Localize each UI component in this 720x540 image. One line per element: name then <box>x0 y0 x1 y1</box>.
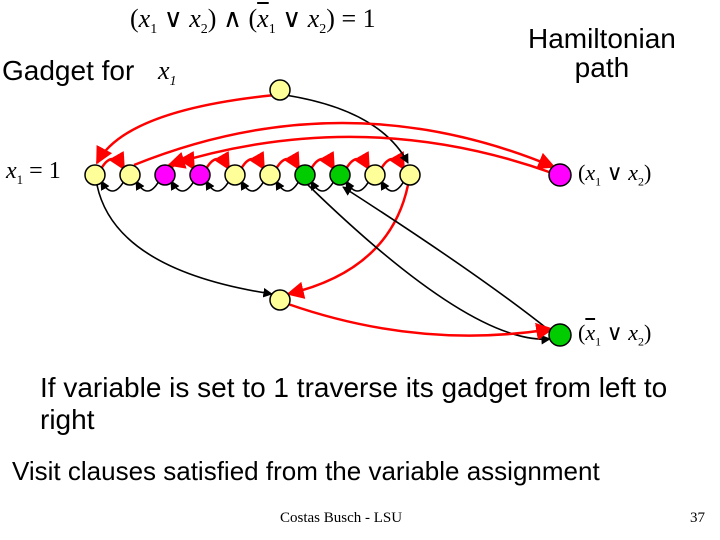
graph-edge <box>276 159 299 169</box>
graph-edge <box>101 181 124 191</box>
diagram-svg <box>0 0 720 540</box>
graph-edge <box>171 181 194 191</box>
graph-edge <box>346 159 369 169</box>
graph-edge <box>381 181 404 191</box>
graph-edge <box>206 159 229 169</box>
graph-edge <box>343 187 550 331</box>
graph-edge <box>276 181 299 191</box>
graph-node <box>270 290 290 310</box>
graph-node <box>225 165 245 185</box>
graph-edge <box>169 137 552 173</box>
graph-node <box>155 165 175 185</box>
graph-node <box>120 165 140 185</box>
graph-edge <box>311 181 334 191</box>
graph-edge <box>308 185 550 339</box>
graph-edge <box>134 123 554 167</box>
graph-edge <box>241 159 264 169</box>
graph-node <box>190 165 210 185</box>
graph-edge <box>288 304 552 336</box>
graph-edge <box>346 181 369 191</box>
graph-edge <box>311 159 334 169</box>
graph-edge <box>101 159 124 169</box>
graph-node <box>549 164 571 186</box>
graph-edge <box>285 95 408 163</box>
graph-node <box>549 324 571 346</box>
graph-node <box>295 165 315 185</box>
graph-edge <box>97 185 272 294</box>
graph-node <box>400 165 420 185</box>
graph-node <box>330 165 350 185</box>
graph-edge <box>288 185 408 294</box>
graph-node <box>260 165 280 185</box>
graph-node <box>85 165 105 185</box>
graph-edge <box>381 159 404 169</box>
graph-edge <box>241 181 264 191</box>
graph-edge <box>97 95 275 163</box>
graph-node <box>365 165 385 185</box>
graph-edge <box>206 181 229 191</box>
graph-node <box>270 80 290 100</box>
graph-edge <box>136 181 159 191</box>
